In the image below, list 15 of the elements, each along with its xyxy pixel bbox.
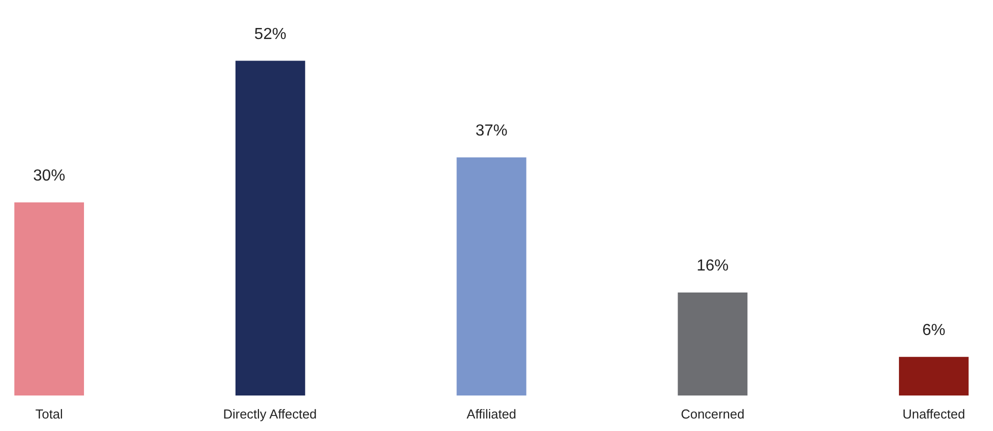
data-label: 30% — [33, 167, 66, 184]
data-label: 6% — [922, 322, 946, 339]
x-tick-label: Total — [35, 406, 63, 422]
bar — [456, 157, 526, 396]
bar — [235, 60, 306, 396]
x-tick-label: Affiliated — [466, 406, 516, 422]
bar — [898, 356, 969, 396]
x-tick-label: Concerned — [680, 406, 744, 422]
data-label: 37% — [475, 122, 508, 140]
bar — [14, 202, 84, 396]
x-tick-label: Unaffected — [902, 406, 966, 422]
bar — [678, 292, 748, 396]
data-label: 52% — [254, 26, 286, 43]
data-label: 16% — [696, 258, 729, 274]
x-tick-label: Directly Affected — [223, 406, 317, 422]
